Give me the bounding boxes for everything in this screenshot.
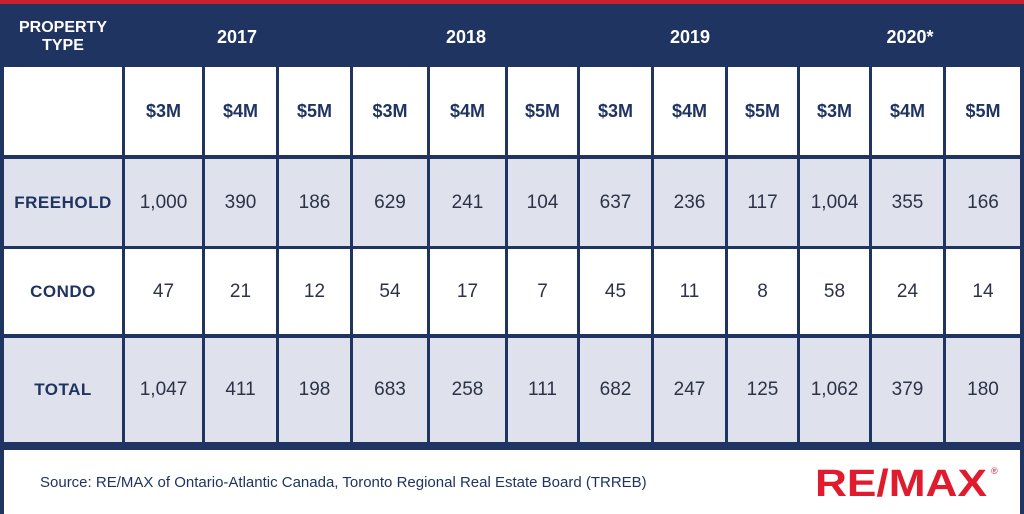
header-property-type: PROPERTY TYPE — [18, 19, 107, 54]
data-cell: 198 — [279, 338, 350, 442]
data-cell: 17 — [430, 249, 505, 334]
top-accent-line — [0, 0, 1024, 4]
subheader-blank — [4, 67, 122, 155]
price-point-header: $5M — [508, 67, 577, 155]
price-point-header: $3M — [125, 67, 202, 155]
svg-text:RE/MAX: RE/MAX — [815, 464, 988, 500]
price-point-header: $3M — [800, 67, 869, 155]
row-label-total: TOTAL — [4, 338, 122, 442]
data-cell: 14 — [946, 249, 1020, 334]
price-point-header: $5M — [279, 67, 350, 155]
data-cell: 1,062 — [800, 338, 869, 442]
data-cell: 1,004 — [800, 159, 869, 246]
header-year: 2019 — [669, 26, 711, 47]
price-point-header: $5M — [728, 67, 797, 155]
data-cell: 12 — [279, 249, 350, 334]
data-cell: 125 — [728, 338, 797, 442]
data-cell: 682 — [580, 338, 651, 442]
price-point-header: $4M — [654, 67, 725, 155]
data-cell: 11 — [654, 249, 725, 334]
data-cell: 186 — [279, 159, 350, 246]
data-cell: 241 — [430, 159, 505, 246]
header-year: 2020* — [886, 26, 934, 47]
row-label-freehold: FREEHOLD — [4, 159, 122, 246]
data-cell: 58 — [800, 249, 869, 334]
data-cell: 390 — [205, 159, 276, 246]
data-cell: 47 — [125, 249, 202, 334]
svg-text:®: ® — [991, 466, 998, 476]
data-cell: 411 — [205, 338, 276, 442]
footer: Source: RE/MAX of Ontario-Atlantic Canad… — [0, 450, 1024, 514]
data-cell: 355 — [872, 159, 943, 246]
data-cell: 629 — [353, 159, 427, 246]
data-cell: 117 — [728, 159, 797, 246]
price-point-header: $3M — [353, 67, 427, 155]
remax-logo: RE/MAX ® — [815, 464, 998, 500]
data-cell: 7 — [508, 249, 577, 334]
data-cell: 236 — [654, 159, 725, 246]
data-cell: 637 — [580, 159, 651, 246]
data-table: PROPERTY TYPE 2017 2018 2019 2020* $3M $4M $5M $… — [0, 4, 1024, 450]
data-cell: 247 — [654, 338, 725, 442]
data-cell: 21 — [205, 249, 276, 334]
row-label-condo: CONDO — [4, 249, 122, 334]
data-cell: 683 — [353, 338, 427, 442]
header-year: 2017 — [216, 26, 258, 47]
price-point-header: $4M — [872, 67, 943, 155]
data-cell: 54 — [353, 249, 427, 334]
data-cell: 1,000 — [125, 159, 202, 246]
data-cell: 8 — [728, 249, 797, 334]
data-cell: 1,047 — [125, 338, 202, 442]
data-cell: 104 — [508, 159, 577, 246]
data-cell: 24 — [872, 249, 943, 334]
source-note: Source: RE/MAX of Ontario-Atlantic Canad… — [40, 474, 647, 491]
data-cell: 111 — [508, 338, 577, 442]
data-cell: 45 — [580, 249, 651, 334]
data-cell: 180 — [946, 338, 1020, 442]
data-cell: 379 — [872, 338, 943, 442]
header-year: 2018 — [445, 26, 487, 47]
price-point-header: $5M — [946, 67, 1020, 155]
price-point-header: $4M — [205, 67, 276, 155]
data-cell: 258 — [430, 338, 505, 442]
data-cell: 166 — [946, 159, 1020, 246]
price-point-header: $3M — [580, 67, 651, 155]
price-point-header: $4M — [430, 67, 505, 155]
